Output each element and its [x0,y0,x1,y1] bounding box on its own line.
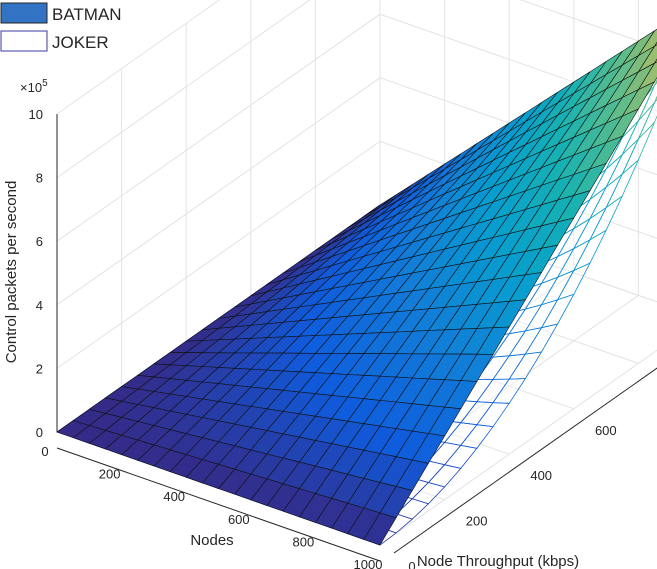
z-exponent-label: ×105 [20,78,48,95]
z-tick-label: 8 [36,171,43,186]
z-axis-label: Control packets per second [3,181,20,364]
grid-line-z [56,0,221,115]
z-tick-label: 2 [36,361,43,376]
legend-swatch-batman [0,2,48,24]
z-tick-label: 4 [36,298,43,313]
y-axis-line [393,367,657,554]
legend: BATMAN JOKER [0,2,122,52]
surface-layer [56,28,657,546]
batman-surface [56,28,657,546]
tick-labels: 0246810020040060080010000200400600800100… [29,107,617,569]
legend-label-joker: JOKER [52,33,109,52]
y-tick-label: 0 [408,559,415,569]
x-tick-label: 200 [99,467,121,482]
z-tick-label: 10 [29,107,43,122]
y-axis-label: Node Throughput (kbps) [417,553,579,569]
y-tick-label: 400 [530,468,552,483]
grid-line-z-back [519,0,657,49]
z-tick-label: 0 [36,425,43,440]
grid-line-z [56,0,311,179]
grid-line-z [56,13,381,242]
legend-label-batman: BATMAN [52,5,122,24]
x-tick-label: 1000 [354,557,383,569]
y-tick-label: 600 [595,423,617,438]
x-axis-line [56,447,381,562]
x-axis-label: Nodes [190,532,233,549]
z-tick-label: 6 [36,234,43,249]
x-tick-label: 400 [163,489,185,504]
x-tick-label: 0 [41,444,48,459]
batman-surface-cell [56,420,90,438]
x-tick-label: 800 [293,534,315,549]
grid-line-z [56,140,381,369]
x-tick-label: 600 [228,512,250,527]
y-tick-label: 200 [466,514,488,529]
grid-line-z [56,77,381,306]
legend-swatch-joker [0,30,48,52]
grid-line-x-floor [379,349,657,546]
